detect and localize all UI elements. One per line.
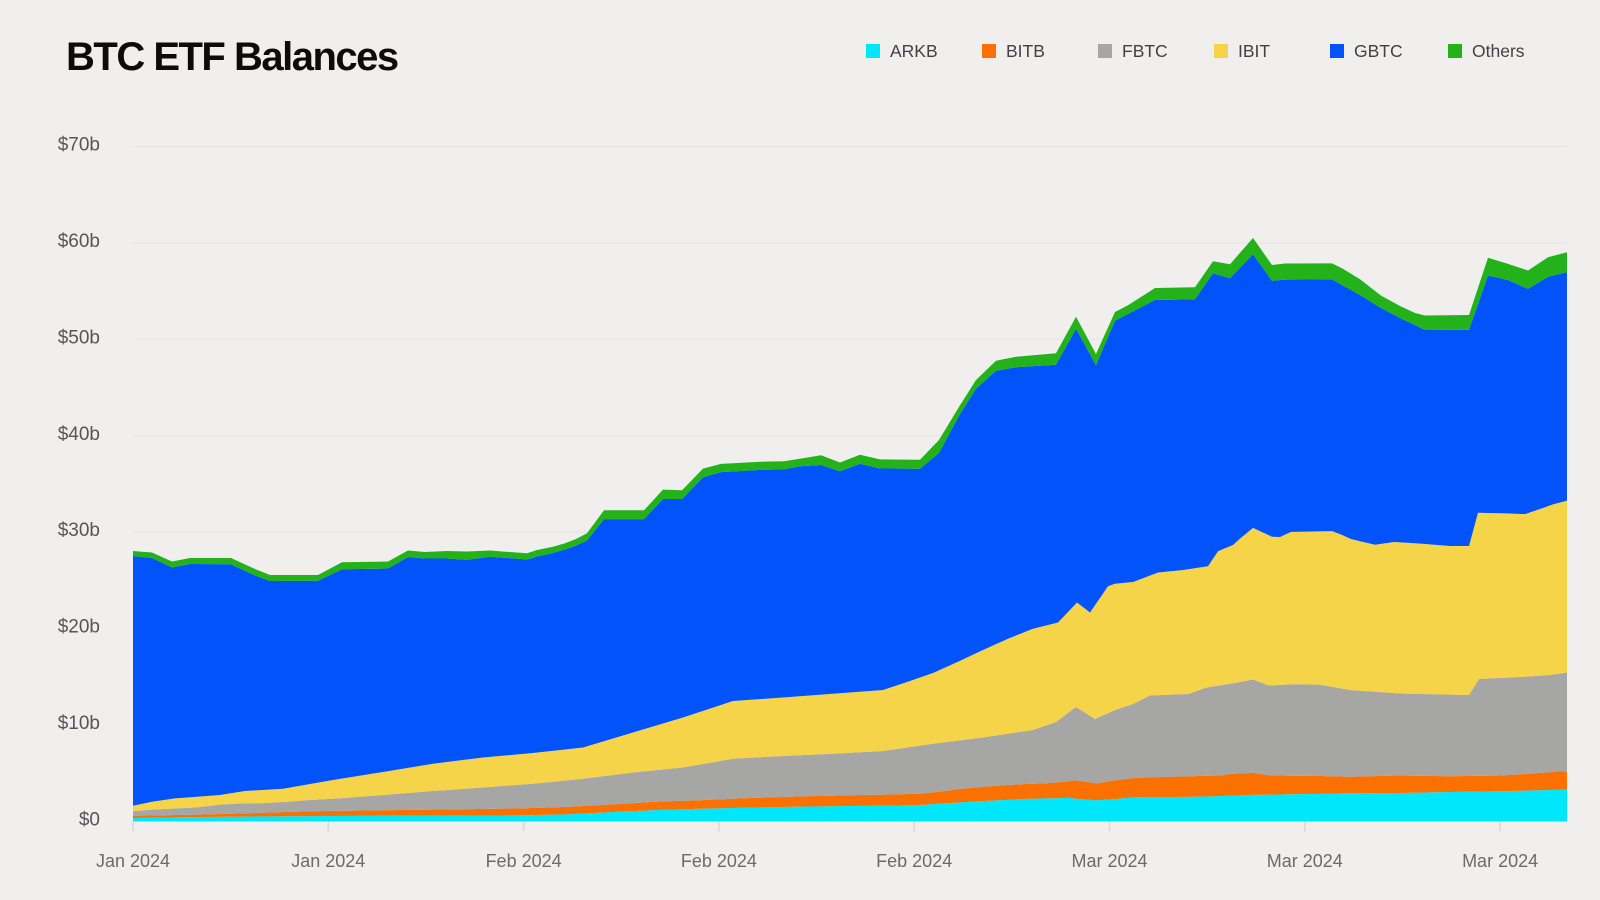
svg-text:Mar 2024: Mar 2024: [1462, 851, 1538, 871]
svg-text:Jan 2024: Jan 2024: [291, 851, 365, 871]
svg-text:Jan 2024: Jan 2024: [96, 851, 170, 871]
svg-text:Feb 2024: Feb 2024: [681, 851, 757, 871]
svg-text:$70b: $70b: [58, 135, 100, 156]
svg-text:$60b: $60b: [58, 231, 100, 252]
svg-text:Mar 2024: Mar 2024: [1267, 851, 1343, 871]
svg-text:$10b: $10b: [58, 713, 100, 734]
svg-text:Feb 2024: Feb 2024: [486, 851, 562, 871]
svg-text:$0: $0: [79, 810, 100, 831]
svg-text:$20b: $20b: [58, 617, 100, 638]
svg-text:$40b: $40b: [58, 424, 100, 445]
svg-text:Feb 2024: Feb 2024: [876, 851, 952, 871]
svg-text:Mar 2024: Mar 2024: [1071, 851, 1147, 871]
svg-text:$30b: $30b: [58, 520, 100, 541]
svg-text:$50b: $50b: [58, 327, 100, 348]
